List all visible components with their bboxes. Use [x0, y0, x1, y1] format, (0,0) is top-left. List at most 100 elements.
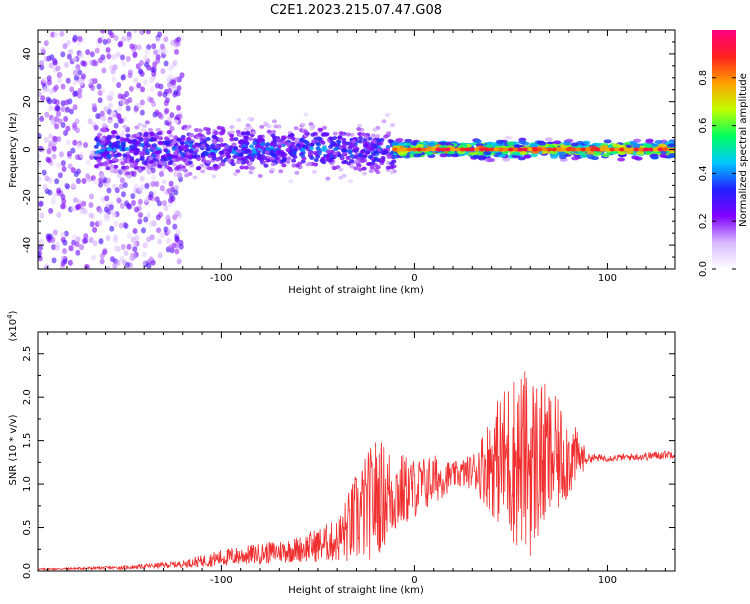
spectrogram-cell — [65, 77, 71, 84]
spectrogram-cell — [300, 159, 306, 164]
spectrogram-cell — [275, 137, 281, 142]
spectrogram-cell — [372, 127, 378, 132]
spectrogram-cell — [150, 136, 156, 141]
spectrogram-cell — [109, 163, 115, 168]
spectrogram-cell — [166, 76, 172, 83]
spectrogram-cell — [603, 139, 612, 144]
spectrogram-cell — [115, 140, 121, 145]
spectrogram-cell — [227, 148, 233, 153]
spectrogram-cell — [294, 170, 300, 175]
spectrogram-cell — [485, 144, 494, 149]
spectrogram-cell — [178, 156, 184, 161]
spectrogram-cell — [39, 212, 45, 219]
spectrogram-cell — [229, 137, 235, 142]
spectrogram-ridge-cell — [527, 147, 534, 152]
spectrogram-cell — [71, 182, 77, 189]
spectrogram-cell — [73, 171, 79, 178]
spectrogram-cell — [42, 183, 48, 190]
spectrogram-cell — [629, 141, 638, 146]
spectrogram-ridge-cell — [522, 147, 529, 152]
spectrogram-cell — [473, 139, 482, 144]
spectrogram-ridge-cell — [541, 147, 548, 152]
spectrogram-ridge-cell — [411, 147, 418, 152]
spectrogram-cell — [38, 175, 42, 182]
spectrogram-cell — [77, 69, 83, 76]
spectrogram-cell — [136, 82, 142, 89]
snr-yscale-label: (x104) — [6, 310, 19, 341]
spectrogram-cell — [140, 183, 146, 190]
spectrogram-cell — [121, 60, 127, 67]
spectrogram-cell — [228, 145, 234, 150]
spectrogram-cell — [203, 152, 209, 157]
spectrogram-cell — [238, 139, 244, 144]
spectrogram-cell — [251, 149, 257, 154]
spectrogram-cell — [173, 184, 179, 191]
spectrogram-cell — [538, 141, 547, 146]
spectrogram-cell — [48, 207, 54, 214]
spectrogram-cell — [106, 153, 112, 158]
spectrogram-cell — [126, 36, 132, 43]
spectrogram-cell — [144, 182, 150, 189]
spectrogram-cell — [386, 131, 392, 136]
spectrogram-cell — [60, 160, 66, 167]
spectrogram-cell — [123, 250, 129, 257]
spectrogram-cell — [158, 47, 164, 54]
spectrogram-cell — [64, 61, 70, 68]
spectrogram-cell — [236, 149, 242, 154]
spectrogram-cell — [186, 124, 192, 129]
spectrogram-ylabel: Frequency (Hz) — [8, 112, 19, 188]
spectrogram-cell — [248, 136, 254, 141]
spectrogram-cell — [365, 150, 371, 155]
spectrogram-cell — [218, 150, 224, 155]
spectrogram-cell — [381, 119, 387, 124]
spectrogram-ridge-cell — [652, 147, 659, 152]
spectrogram-cell — [202, 139, 208, 144]
spectrogram-cell — [62, 239, 68, 246]
spectrogram-ridge-cell — [589, 147, 596, 152]
spectrogram-cell — [237, 152, 243, 157]
spectrogram-cell — [96, 153, 102, 158]
spectrogram-ytick-label: 0 — [22, 146, 33, 152]
spectrogram-cell — [128, 254, 134, 261]
spectrogram-cell — [144, 48, 150, 55]
spectrogram-cell — [96, 158, 102, 163]
spectrogram-cell — [38, 133, 42, 140]
spectrogram-panel: -100 0 100 -40 -20 0 20 40 Height of straight l… — [8, 29, 676, 296]
spectrogram-ridge-cell — [396, 147, 403, 152]
spectrogram-cell — [250, 166, 256, 171]
spectrogram-cell — [100, 148, 106, 153]
spectrogram-cell — [235, 160, 241, 165]
spectrogram-cell — [182, 124, 188, 129]
spectrogram-cell — [206, 130, 212, 135]
spectrogram-cell — [100, 30, 106, 34]
spectrogram-cell — [67, 48, 73, 55]
spectrogram-cell — [368, 169, 374, 174]
spectrogram-cell — [358, 135, 364, 140]
spectrogram-cell — [125, 133, 131, 138]
spectrogram-cell — [97, 57, 103, 64]
spectrogram-cell — [579, 153, 588, 158]
spectrogram-cell — [77, 87, 83, 94]
spectrogram-cell — [131, 133, 137, 138]
spectrogram-ridge-cell — [503, 147, 510, 152]
spectrogram-cell — [188, 133, 194, 138]
spectrogram-cell — [259, 124, 265, 129]
spectrogram-cell — [636, 150, 645, 155]
spectrogram-cell — [134, 206, 140, 213]
spectrogram-cell — [336, 139, 342, 144]
spectrogram-cell — [264, 150, 270, 155]
spectrogram-cell — [427, 142, 436, 147]
spectrogram-cell — [270, 162, 276, 167]
spectrogram-ridge-cell — [421, 147, 428, 152]
spectrogram-cell — [38, 161, 42, 168]
spectrogram-cell — [257, 137, 263, 142]
spectrogram-cell — [38, 91, 42, 98]
spectrogram-cell — [101, 123, 107, 128]
spectrogram-cell — [361, 166, 367, 171]
spectrogram-cell — [143, 61, 149, 68]
spectrogram-cell — [85, 173, 91, 180]
spectrogram-cell — [644, 143, 653, 148]
spectrogram-cell — [205, 159, 211, 164]
spectrogram-cell — [383, 134, 389, 139]
spectrogram-cell — [56, 211, 62, 218]
